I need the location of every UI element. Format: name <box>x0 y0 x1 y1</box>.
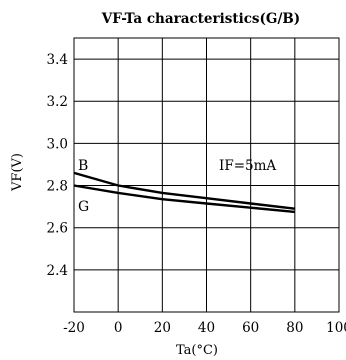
x-tick-label: 40 <box>198 320 215 336</box>
y-axis-label: VF(V) <box>10 153 25 192</box>
x-tick-label: 20 <box>154 320 171 336</box>
y-tick-label: 2.4 <box>47 263 68 279</box>
tick-labels: -20 0 20 40 60 80 100 2.4 2.6 2.8 3.0 3.2 3.4 <box>47 52 346 336</box>
grid <box>74 38 339 312</box>
series-label-b: B <box>78 158 88 174</box>
y-tick-label: 2.6 <box>47 221 68 237</box>
plot-frame <box>73 37 340 313</box>
y-tick-label: 3.0 <box>47 136 68 152</box>
x-tick-label: -20 <box>63 320 85 336</box>
annotation-if: IF=5mA <box>219 158 276 174</box>
series-layer <box>73 171 295 214</box>
series-line-g <box>73 184 295 214</box>
series-line-b <box>73 171 295 210</box>
x-axis-label: Ta(°C) <box>176 343 218 358</box>
x-tick-label: 60 <box>242 320 259 336</box>
y-tick-label: 3.4 <box>47 52 68 68</box>
chart-title: VF-Ta characteristics(G/B) <box>101 11 300 27</box>
series-label-g: G <box>78 199 89 215</box>
x-tick-label: 80 <box>286 320 303 336</box>
y-tick-label: 2.8 <box>47 179 68 195</box>
y-tick-label: 3.2 <box>47 94 68 110</box>
x-tick-label: 0 <box>114 320 123 336</box>
x-tick-label: 100 <box>326 320 346 336</box>
